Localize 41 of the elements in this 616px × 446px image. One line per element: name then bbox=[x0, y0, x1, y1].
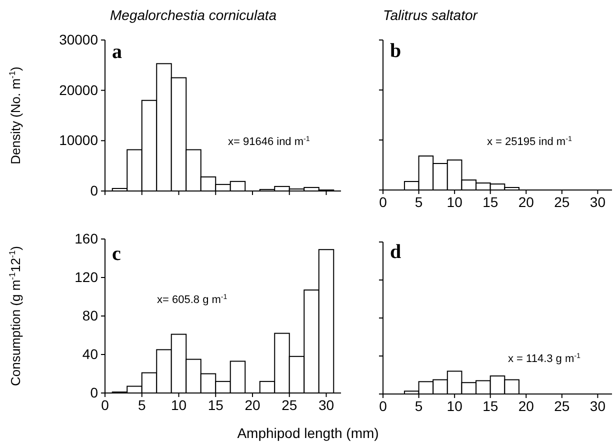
x-tick-label: 20 bbox=[518, 398, 534, 414]
annotation: x = 25195 ind m$^{-1}$ bbox=[487, 135, 572, 148]
x-tick-label: 25 bbox=[554, 194, 570, 210]
y-tick-label: 20000 bbox=[59, 82, 98, 98]
x-tick-label: 25 bbox=[282, 396, 298, 413]
y-tick-label: 0 bbox=[90, 384, 98, 400]
x-tick-label: 20 bbox=[244, 396, 260, 413]
x-tick-label: 15 bbox=[482, 194, 498, 210]
x-axis-title: Amphipod length (mm) bbox=[237, 425, 379, 441]
x-tick-label: 5 bbox=[138, 396, 146, 413]
annotation: x= 91646 ind m$^{-1}$ bbox=[228, 135, 310, 148]
x-tick-label: 0 bbox=[101, 396, 110, 413]
x-tick-label: 30 bbox=[590, 194, 606, 210]
x-tick-label: 15 bbox=[208, 396, 224, 413]
annotation: d bbox=[390, 241, 402, 263]
y-tick-label: 30000 bbox=[59, 31, 98, 48]
x-tick-label: 0 bbox=[379, 194, 388, 210]
x-tick-label: 5 bbox=[414, 398, 423, 414]
x-tick-label: 10 bbox=[446, 398, 463, 414]
annotation: a bbox=[112, 41, 122, 63]
annotation: x= 605.8 g m$^{-1}$ bbox=[157, 293, 228, 306]
x-tick-label: 0 bbox=[379, 398, 388, 414]
y-tick-label: 120 bbox=[74, 268, 98, 285]
y-tick-label: 0 bbox=[90, 182, 98, 198]
y-tick-label: 40 bbox=[82, 346, 98, 362]
x-tick-label: 15 bbox=[482, 398, 498, 414]
annotation: c bbox=[112, 243, 121, 265]
x-tick-label: 10 bbox=[446, 194, 463, 210]
y-tick-label: 10000 bbox=[59, 132, 98, 148]
chart-title: Megalorchestia corniculata bbox=[110, 7, 277, 23]
x-tick-label: 30 bbox=[590, 398, 606, 414]
y-tick-label: 160 bbox=[74, 230, 98, 246]
x-tick-label: 30 bbox=[318, 396, 334, 413]
y-tick-label: 80 bbox=[82, 307, 98, 324]
annotation: x = 114.3 g m$^{-1}$ bbox=[508, 352, 581, 365]
x-tick-label: 10 bbox=[170, 396, 187, 413]
x-tick-label: 20 bbox=[518, 194, 534, 210]
x-tick-label: 25 bbox=[554, 398, 570, 414]
chart-title: Talitrus saltator bbox=[383, 7, 479, 23]
annotation: b bbox=[390, 40, 402, 62]
x-tick-label: 5 bbox=[414, 194, 423, 210]
